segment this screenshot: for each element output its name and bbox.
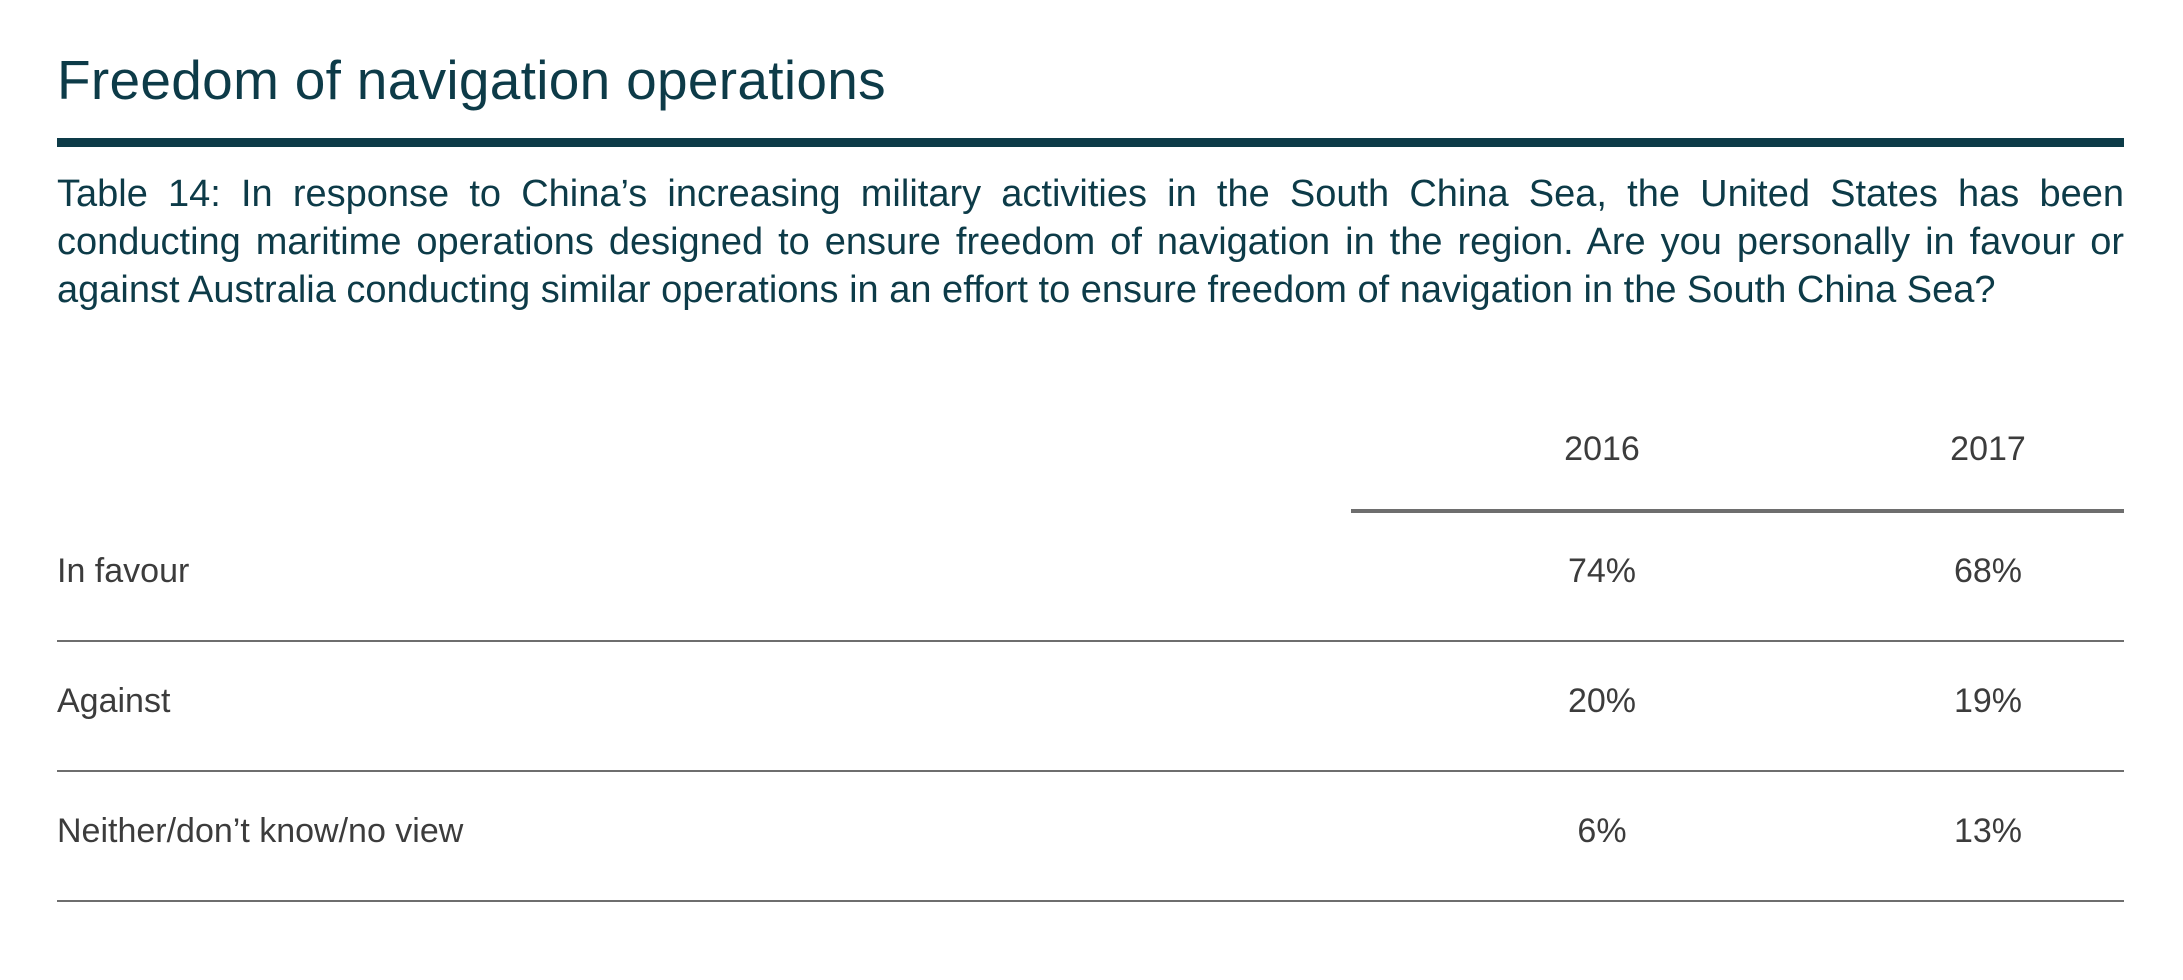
table-row: Neither/don’t know/no view 6% 13% bbox=[57, 772, 2124, 902]
header-divider bbox=[1351, 509, 2124, 513]
cell-2016: 20% bbox=[1567, 682, 1637, 720]
table-caption: Table 14: In response to China’s increas… bbox=[57, 173, 2124, 311]
title-divider bbox=[57, 138, 2124, 147]
cell-2017: 68% bbox=[1953, 552, 2023, 590]
page-title: Freedom of navigation operations bbox=[57, 49, 886, 111]
table-row: Against 20% 19% bbox=[57, 642, 2124, 772]
cell-2017: 13% bbox=[1953, 812, 2023, 850]
cell-2016: 74% bbox=[1567, 552, 1637, 590]
table-header-row: 2016 2017 bbox=[57, 410, 2124, 513]
cell-2017: 19% bbox=[1953, 682, 2023, 720]
column-header-2016: 2016 bbox=[1564, 430, 1640, 468]
column-header-2017: 2017 bbox=[1950, 430, 2026, 468]
results-table: 2016 2017 In favour 74% 68% Against 20% … bbox=[57, 410, 2124, 902]
row-label: In favour bbox=[57, 552, 190, 590]
row-label: Neither/don’t know/no view bbox=[57, 812, 464, 850]
row-label: Against bbox=[57, 682, 171, 720]
cell-2016: 6% bbox=[1577, 812, 1627, 850]
table-row: In favour 74% 68% bbox=[57, 512, 2124, 642]
